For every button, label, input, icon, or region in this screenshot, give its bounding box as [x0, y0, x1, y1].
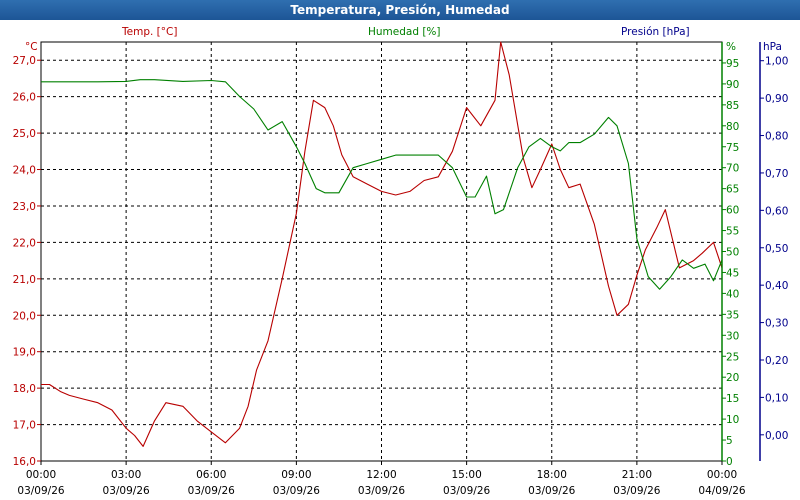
hum-tick-label: 30	[726, 330, 739, 342]
hum-tick-label: 20	[726, 372, 739, 384]
temp-tick-label: 24,0	[13, 165, 36, 177]
press-series-label: Presión [hPa]	[621, 26, 690, 38]
x-tick-date: 03/09/26	[358, 485, 405, 497]
hum-tick-label: 25	[726, 351, 739, 363]
temp-tick-label: 16,0	[13, 456, 36, 468]
hum-tick-label: 75	[726, 142, 739, 154]
press-tick-label: 0,90	[765, 93, 788, 105]
press-tick-label: 0,00	[765, 430, 788, 442]
x-tick-time: 00:00	[26, 469, 56, 481]
press-tick-label: 0,60	[765, 205, 788, 217]
x-tick-time: 21:00	[622, 469, 652, 481]
temp-tick-label: 18,0	[13, 383, 36, 395]
press-tick-label: 0,50	[765, 243, 788, 255]
press-tick-label: 0,70	[765, 168, 788, 180]
press-tick-label: 0,30	[765, 318, 788, 330]
temp-tick-label: 27,0	[13, 55, 36, 67]
hum-series-label: Humedad [%]	[368, 26, 441, 38]
x-tick-time: 18:00	[537, 469, 567, 481]
temp-tick-label: 19,0	[13, 347, 36, 359]
temp-series-line	[41, 41, 723, 447]
window-title: Temperatura, Presión, Humedad	[0, 0, 800, 20]
hum-tick-label: 45	[726, 267, 739, 279]
time-axis: 00:00 03/09/26 03:00 03/09/26 06:00 03/09/26 0…	[17, 461, 746, 497]
temp-tick-label: 23,0	[13, 201, 36, 213]
hum-tick-label: 50	[726, 247, 739, 259]
x-tick-time: 03:00	[111, 469, 141, 481]
x-tick-time: 12:00	[366, 469, 396, 481]
x-tick-date: 03/09/26	[443, 485, 490, 497]
hum-tick-label: 0	[726, 456, 733, 468]
hum-series-line	[41, 79, 723, 290]
hum-tick-label: 85	[726, 100, 739, 112]
x-tick-date: 04/09/26	[698, 485, 745, 497]
series-lines	[41, 41, 723, 447]
x-tick-date: 03/09/26	[528, 485, 575, 497]
hum-tick-label: 35	[726, 309, 739, 321]
press-tick-label: 1,00	[765, 56, 788, 68]
x-tick-time: 06:00	[196, 469, 226, 481]
x-tick-date: 03/09/26	[103, 485, 150, 497]
temp-series-label: Temp. [°C]	[121, 26, 177, 38]
hum-tick-label: 40	[726, 288, 739, 300]
x-tick-time: 09:00	[281, 469, 311, 481]
hum-tick-label: 55	[726, 226, 739, 238]
hum-tick-label: 95	[726, 58, 739, 70]
x-tick-date: 03/09/26	[613, 485, 660, 497]
x-tick-date: 03/09/26	[273, 485, 320, 497]
gridlines	[41, 42, 722, 462]
temp-tick-label: 22,0	[13, 237, 36, 249]
x-tick-time: 15:00	[451, 469, 481, 481]
press-tick-label: 0,40	[765, 280, 788, 292]
hum-tick-label: 5	[726, 435, 733, 447]
hum-tick-label: 65	[726, 184, 739, 196]
press-tick-label: 0,10	[765, 392, 788, 404]
temp-tick-label: 21,0	[13, 274, 36, 286]
pressure-axis: 0,00 0,10 0,20 0,30 0,40 0,50 0,60 0,70 0,80 0,90…	[760, 56, 788, 442]
hum-tick-label: 60	[726, 205, 739, 217]
hum-tick-label: 90	[726, 79, 739, 91]
x-tick-date: 03/09/26	[17, 485, 64, 497]
chart-svg: 16,0 17,0 18,0 19,0 20,0 21,0 22,0 23,0 24,0 25,0…	[13, 26, 789, 497]
temp-unit-label: °C	[25, 41, 38, 53]
hum-tick-label: 10	[726, 414, 739, 426]
temp-tick-label: 20,0	[13, 310, 36, 322]
temp-tick-label: 26,0	[13, 92, 36, 104]
hum-unit-label: %	[726, 41, 736, 53]
temp-axis: 16,0 17,0 18,0 19,0 20,0 21,0 22,0 23,0 24,0 25,0…	[13, 55, 41, 468]
press-unit-label: hPa	[763, 41, 782, 53]
x-tick-time: 00:00	[707, 469, 737, 481]
humidity-axis: 0 5 10 15 20 25 30 35 40 45 50 55 60 65 70 75 80 85 90 95	[722, 58, 739, 468]
x-tick-date: 03/09/26	[188, 485, 235, 497]
hum-tick-label: 80	[726, 121, 739, 133]
press-tick-label: 0,20	[765, 355, 788, 367]
hum-tick-label: 70	[726, 163, 739, 175]
temp-tick-label: 17,0	[13, 420, 36, 432]
temp-tick-label: 25,0	[13, 128, 36, 140]
hum-tick-label: 15	[726, 393, 739, 405]
press-tick-label: 0,80	[765, 131, 788, 143]
